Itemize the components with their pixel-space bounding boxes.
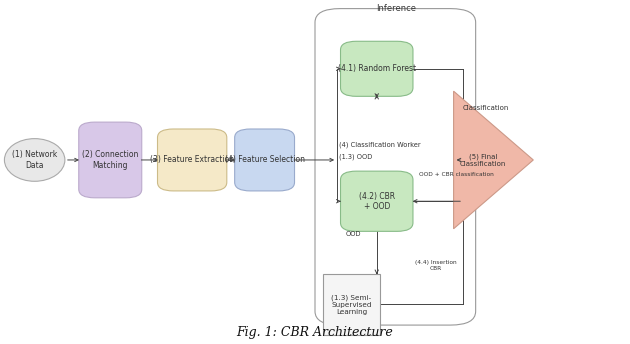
Text: OOD + CBR classification: OOD + CBR classification bbox=[419, 172, 494, 177]
FancyBboxPatch shape bbox=[158, 129, 227, 191]
FancyBboxPatch shape bbox=[234, 129, 295, 191]
Text: Fig. 1: CBR Architecture: Fig. 1: CBR Architecture bbox=[237, 326, 393, 339]
Text: (3) Feature Extraction: (3) Feature Extraction bbox=[150, 155, 234, 164]
Ellipse shape bbox=[4, 139, 65, 181]
Text: Classification: Classification bbox=[463, 105, 510, 111]
Text: (5) Final
Classification: (5) Final Classification bbox=[460, 153, 507, 167]
Text: (4.1) Random Forest: (4.1) Random Forest bbox=[338, 64, 416, 73]
Polygon shape bbox=[454, 91, 534, 229]
Text: (4.2) CBR
+ OOD: (4.2) CBR + OOD bbox=[358, 192, 395, 211]
Text: (1.3) OOD: (1.3) OOD bbox=[339, 153, 372, 160]
Text: OOD: OOD bbox=[345, 231, 361, 237]
Text: (1) Network
Data: (1) Network Data bbox=[12, 150, 57, 170]
Text: (4) Classification Worker: (4) Classification Worker bbox=[339, 142, 421, 148]
FancyBboxPatch shape bbox=[340, 171, 413, 232]
Text: (2) Connection
Matching: (2) Connection Matching bbox=[82, 150, 139, 170]
Text: Inference: Inference bbox=[375, 4, 416, 13]
Text: (1.3) Semi-
Supervised
Learning: (1.3) Semi- Supervised Learning bbox=[331, 294, 372, 315]
FancyBboxPatch shape bbox=[79, 122, 142, 198]
Text: (4.4) Insertion
CBR: (4.4) Insertion CBR bbox=[415, 260, 456, 271]
Bar bbox=[323, 275, 380, 334]
FancyBboxPatch shape bbox=[340, 41, 413, 96]
Text: (4) Feature Selection: (4) Feature Selection bbox=[225, 155, 304, 164]
